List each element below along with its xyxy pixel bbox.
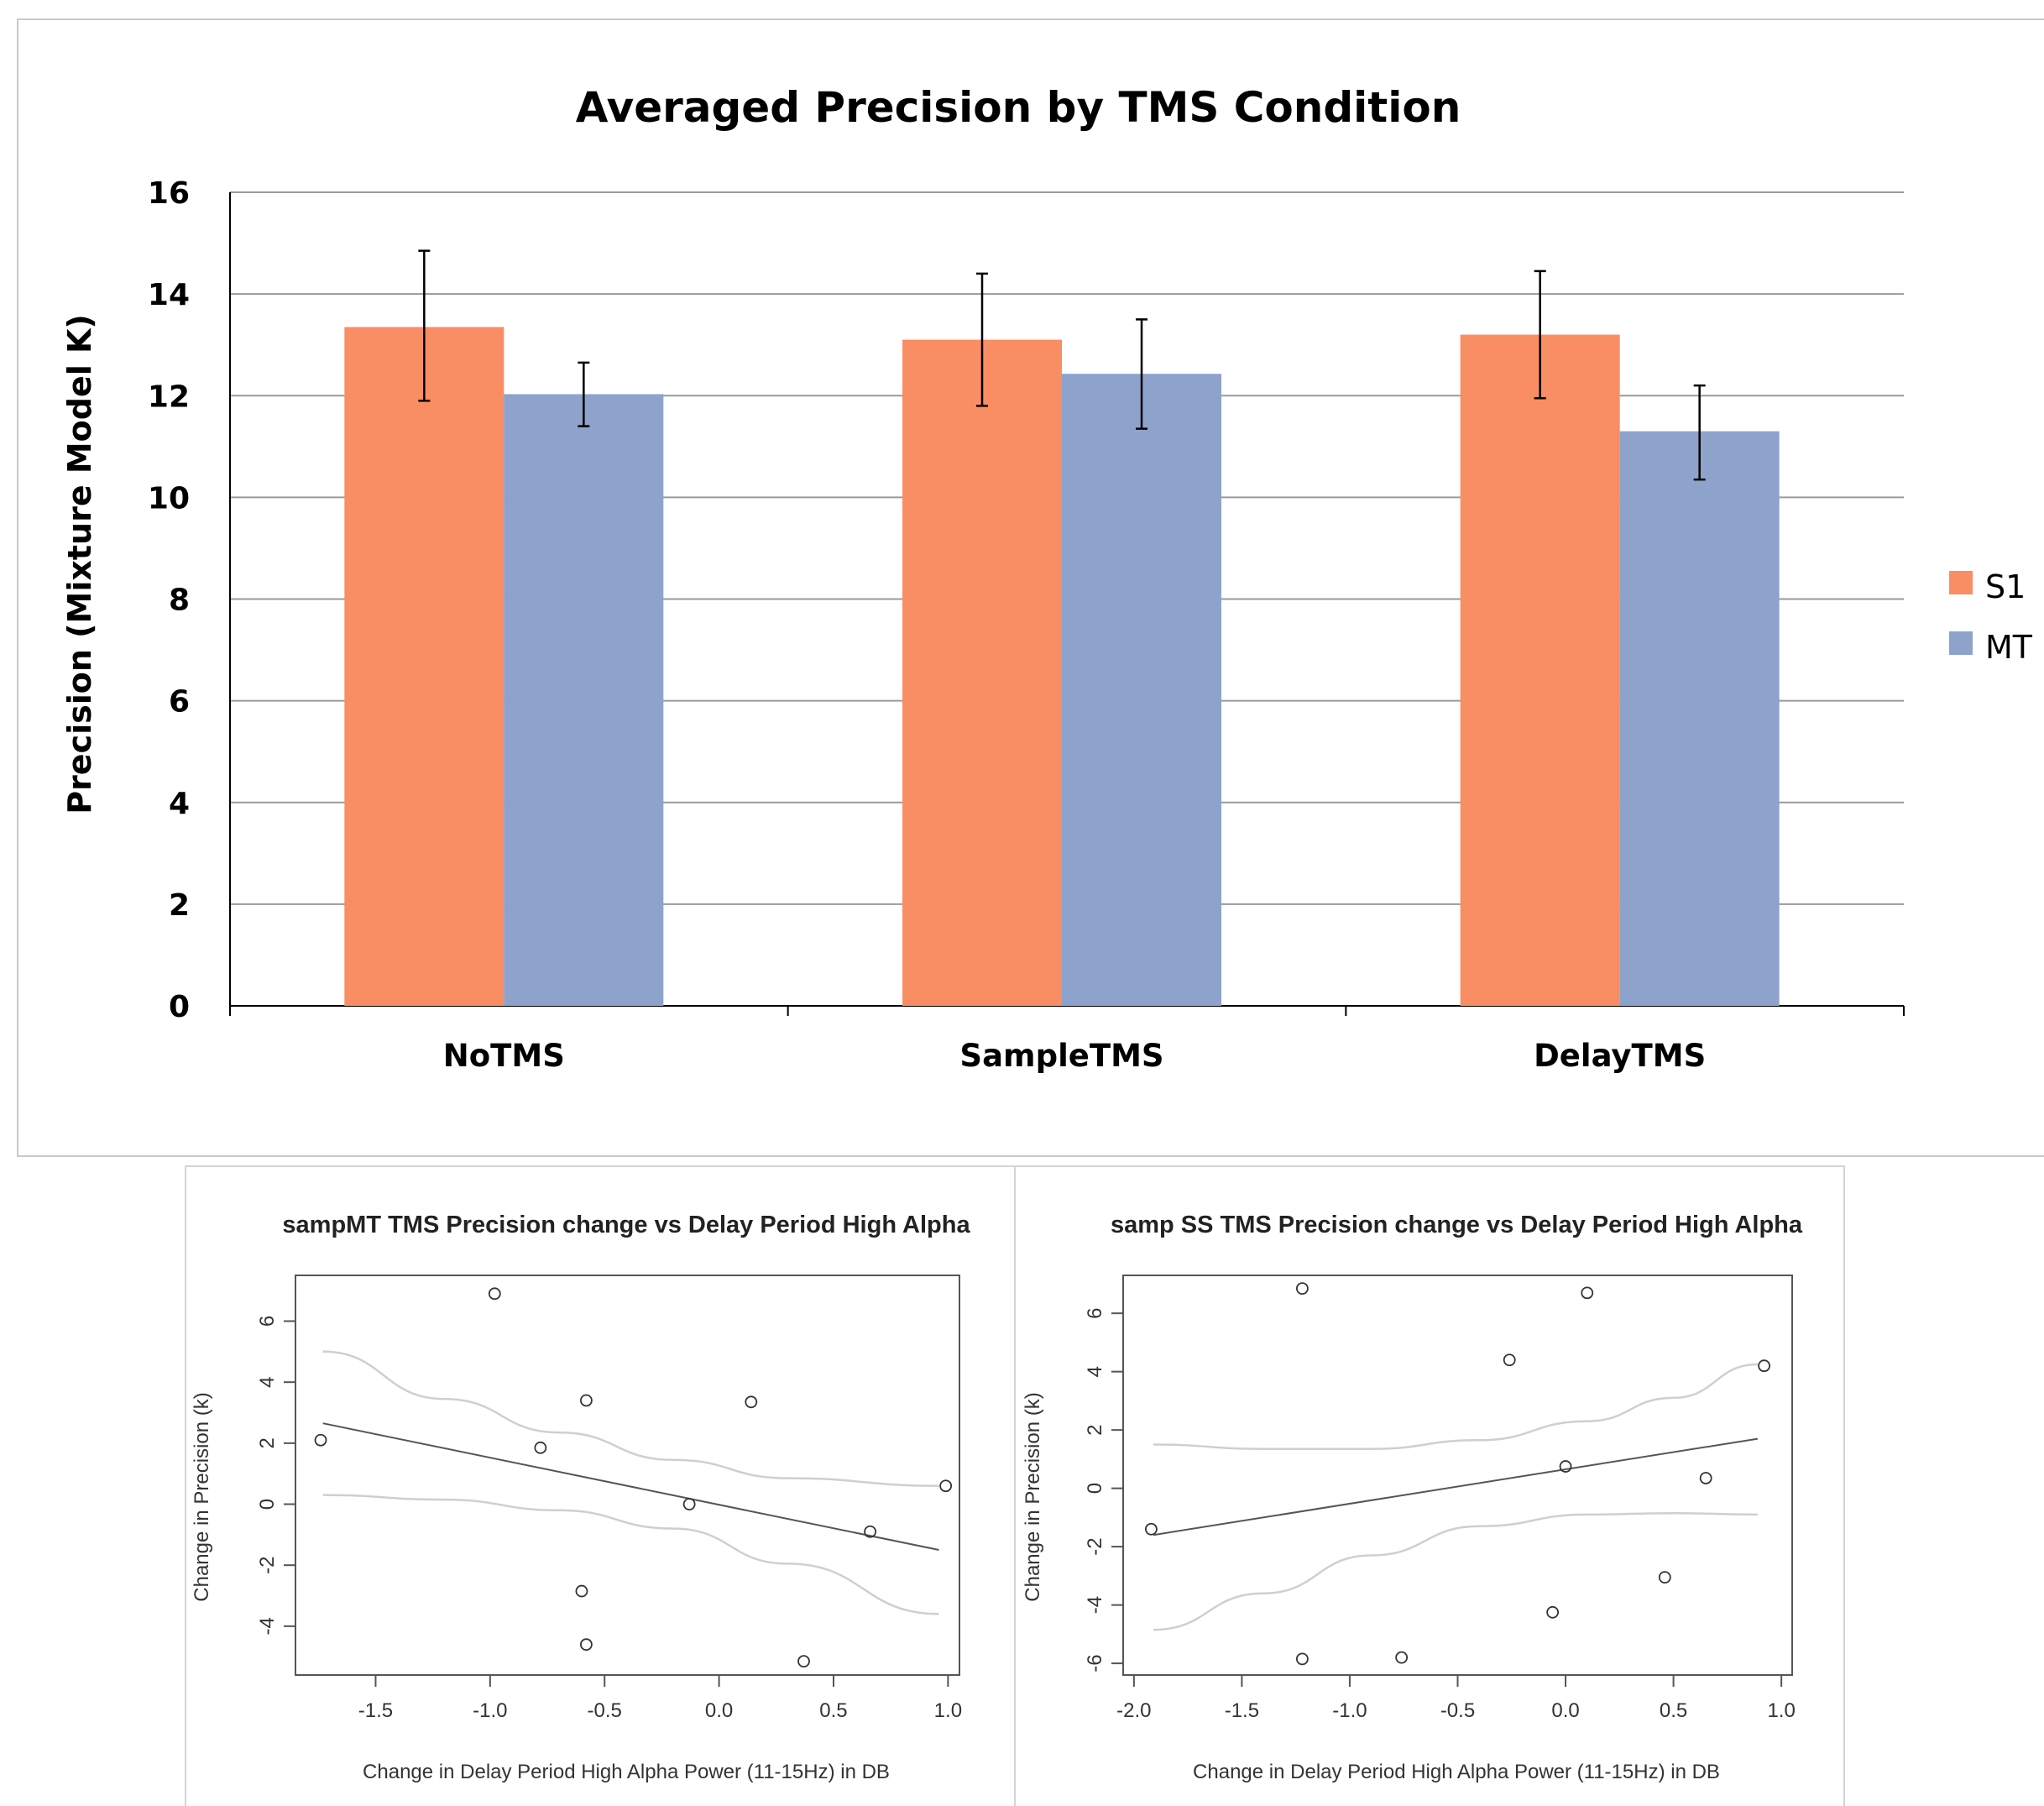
plot-frame [1122,1275,1793,1676]
data-point [1546,1605,1560,1619]
y-tick-label: -2 [256,1557,279,1574]
data-point [575,1584,588,1598]
legend-label-mt: MT [1985,629,2033,666]
bar-chart-y-axis-label: Precision (Mixture Model K) [61,314,98,814]
y-tick-label: 0 [256,1499,279,1510]
regression-line [1153,1437,1759,1536]
x-tick-label: -1.5 [1225,1699,1259,1722]
data-point [1581,1286,1594,1300]
bar-chart-legend: S1 MT [1949,568,2033,666]
ci-lower-curve [1153,1511,1758,1631]
data-point [488,1287,501,1301]
data-point [1295,1282,1309,1296]
y-tick-label: 14 [148,278,190,312]
legend-label-s1: S1 [1985,568,2026,605]
scatter1-title: sampMT TMS Precision change vs Delay Per… [282,1212,970,1238]
x-tick-label: 1.0 [1767,1699,1795,1722]
scatter1-x-axis-label: Change in Delay Period High Alpha Power … [363,1761,890,1783]
scatter2-title: samp SS TMS Precision change vs Delay Pe… [1111,1212,1803,1238]
x-tick-label: 1.0 [934,1699,962,1722]
x-category-label: SampleTMS [959,1038,1163,1074]
bar-mt [1619,431,1780,1006]
y-tick-label: 6 [256,1316,279,1327]
y-tick-label: 16 [148,176,190,211]
data-point [682,1498,696,1510]
data-point [534,1441,547,1454]
scatter-panel-divider [1014,1165,1016,1806]
scatter1-plot: -1.5 -1.0 -0.5 0.0 0.5 1.0 -4 -2 0 2 4 6 [256,1275,962,1722]
bar-mt [1062,374,1221,1006]
bar-chart-plot: 0 2 4 6 8 10 12 14 16 NoTMS SampleTMS DelayTMS [148,176,1905,1074]
y-tick-label: 6 [169,685,190,720]
legend-swatch-mt [1949,631,1973,655]
data-point [939,1479,953,1493]
data-point [864,1525,877,1538]
bar-chart-panel [17,18,2044,1157]
bar-chart-title: Averaged Precision by TMS Condition [576,83,1461,132]
y-tick-label: 12 [148,380,190,414]
scatter2-plot: -2.0 -1.5 -1.0 -0.5 0.0 0.5 1.0 -6 -4 -2 0 2 4 6 [1084,1275,1796,1722]
legend-swatch-s1 [1949,571,1973,594]
y-tick-label: 4 [256,1376,279,1387]
data-point [1658,1571,1671,1584]
x-tick-label: 0.5 [819,1699,847,1722]
data-point [1559,1460,1572,1473]
x-tick-label: -1.0 [1332,1699,1367,1722]
plot-frame [295,1275,960,1676]
data-point [1758,1359,1770,1373]
scatter2-x-axis-label: Change in Delay Period High Alpha Power … [1193,1761,1720,1783]
data-point [1145,1522,1158,1536]
y-tick-label: -6 [1084,1654,1106,1672]
y-tick-label: 6 [1084,1307,1106,1318]
regression-line [322,1422,939,1551]
ci-lower-curve [322,1494,939,1615]
y-tick-label: -4 [1084,1596,1106,1614]
bar-mt [504,394,664,1007]
data-point [1395,1651,1409,1664]
y-tick-label: 0 [169,990,190,1024]
y-tick-label: 10 [148,481,190,516]
x-tick-label: -2.0 [1116,1699,1151,1722]
bar-s1 [344,327,504,1007]
x-tick-label: -1.5 [358,1699,393,1722]
data-point [1503,1353,1516,1367]
bar-s1 [1460,334,1620,1006]
y-tick-label: 8 [169,584,190,618]
y-tick-label: -2 [1084,1537,1106,1555]
x-tick-label: 0.5 [1660,1699,1687,1722]
data-point [1699,1472,1712,1484]
data-point [314,1433,327,1447]
y-tick-label: 2 [256,1437,279,1448]
scatter1-y-axis-label: Change in Precision (k) [191,1392,213,1601]
y-tick-label: 4 [169,787,190,821]
x-tick-label: 0.0 [705,1699,733,1722]
x-category-label: DelayTMS [1534,1038,1706,1074]
x-tick-label: 0.0 [1551,1699,1579,1722]
x-tick-label: -0.5 [588,1699,622,1722]
y-tick-label: 2 [1084,1424,1106,1435]
ci-upper-curve [322,1350,939,1487]
scatter2-y-axis-label: Change in Precision (k) [1022,1392,1044,1601]
data-point [797,1655,810,1668]
y-tick-label: 0 [1084,1483,1106,1494]
bar-s1 [902,339,1062,1007]
ci-upper-curve [1153,1363,1758,1450]
x-category-label: NoTMS [443,1038,565,1074]
x-tick-label: -1.0 [473,1699,507,1722]
y-tick-label: 4 [1084,1366,1106,1377]
y-tick-label: 2 [169,888,190,923]
data-point [580,1394,593,1407]
x-tick-label: -0.5 [1440,1699,1475,1722]
data-point [1295,1652,1309,1666]
data-point [745,1395,758,1409]
data-point [580,1638,593,1652]
y-tick-label: -4 [256,1617,279,1635]
